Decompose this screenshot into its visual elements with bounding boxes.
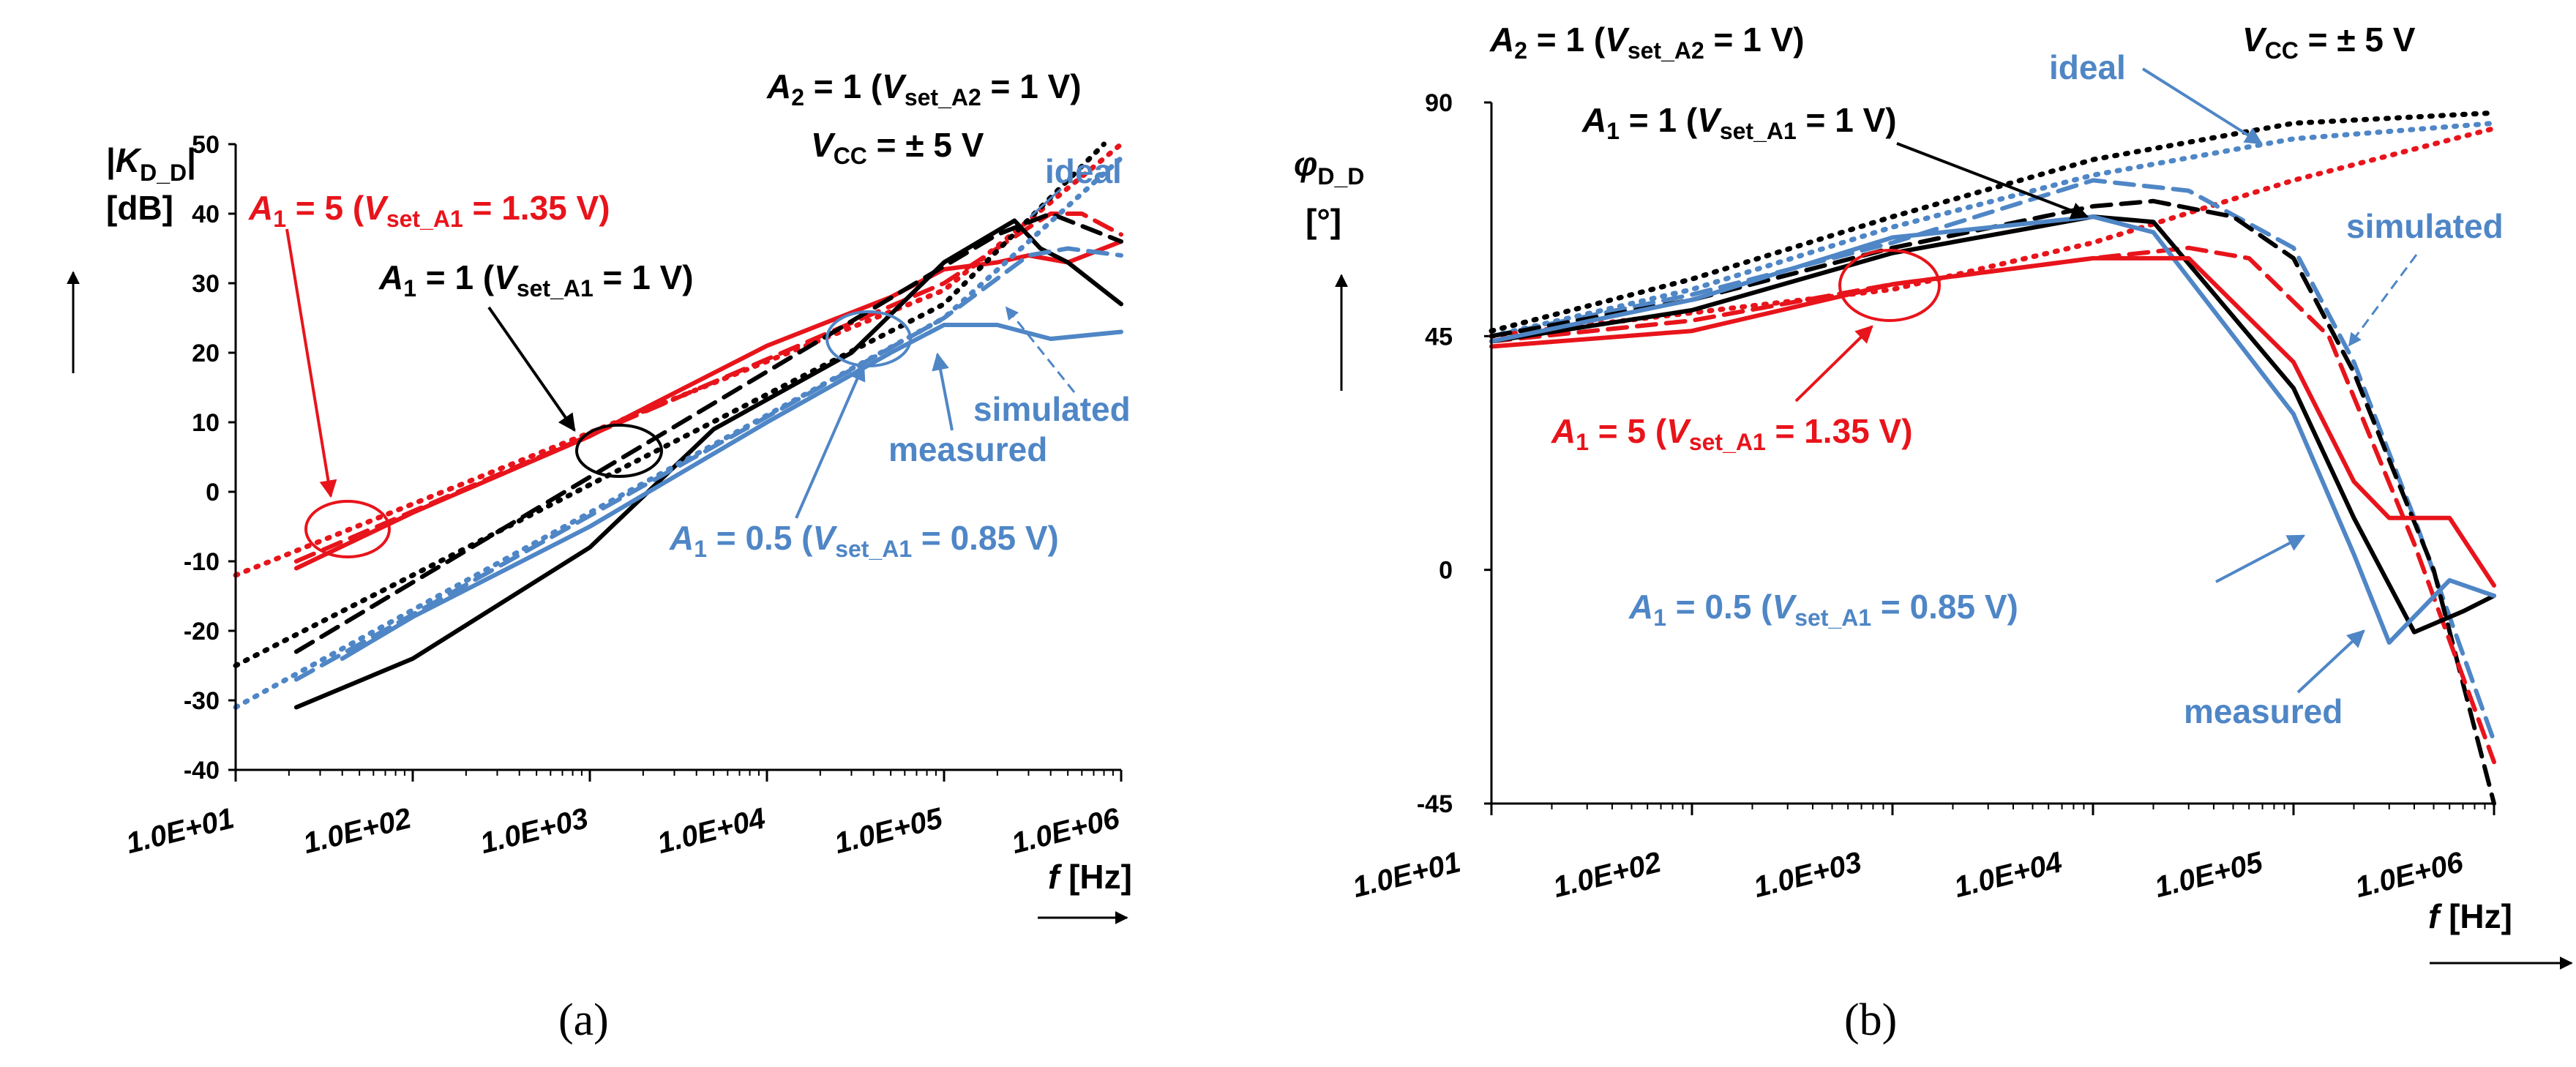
- x-tick-label: 1.0E+03: [1751, 846, 1865, 904]
- y-tick-label: 90: [1425, 89, 1453, 117]
- a1-5-circle: [304, 500, 391, 558]
- a1-1-label: A1 = 1 (Vset_A1 = 1 V): [1581, 101, 1897, 144]
- y-axis-unit: [dB]: [106, 189, 173, 227]
- y-tick-label: 40: [192, 201, 220, 228]
- simulated-label: simulated: [2346, 207, 2504, 245]
- x-tick-label: 1.0E+02: [300, 802, 414, 860]
- measured-label: measured: [2184, 692, 2343, 730]
- measured-pointer: [2296, 629, 2365, 694]
- y-tick-label: 0: [206, 479, 220, 506]
- series-line-7: [293, 246, 1123, 682]
- series-line-7: [1489, 214, 2496, 645]
- x-axis-label: f [Hz]: [2428, 897, 2512, 935]
- x-tick-label: 1.0E+05: [2152, 846, 2266, 904]
- series-line-1: [1489, 120, 2497, 339]
- a1-1-circle: [575, 424, 663, 478]
- panel-label-b: (b): [1844, 995, 1897, 1045]
- y-tick-label: 0: [1439, 557, 1453, 585]
- a1-5-label: A1 = 5 (Vset_A1 = 1.35 V): [248, 189, 610, 232]
- y-axis-label: |KD_D|: [106, 141, 196, 186]
- a1-5-pointer: [285, 228, 337, 498]
- series-line-5: [1489, 245, 2496, 765]
- header-a2-label: A2 = 1 (Vset_A2 = 1 V): [766, 67, 1082, 111]
- ideal-pointer: [2141, 67, 2264, 145]
- ideal-label: ideal: [1045, 152, 1122, 190]
- a1-1-pointer: [487, 306, 576, 432]
- x-tick-label: 1.0E+04: [654, 802, 768, 860]
- a1-1-pointer: [1896, 142, 2089, 220]
- x-tick-label: 1.0E+01: [123, 802, 237, 860]
- y-tick-label: -30: [184, 687, 220, 715]
- x-tick-label: 1.0E+05: [831, 802, 946, 860]
- a1-05-label: A1 = 0.5 (Vset_A1 = 0.85 V): [1628, 588, 2018, 631]
- measured-label: measured: [888, 430, 1047, 468]
- simulated-pointer: [1005, 306, 1076, 393]
- x-tick-label: 1.0E+06: [1008, 802, 1123, 860]
- header-vcc-label: VCC = ± 5 V: [811, 126, 984, 169]
- y-tick-labels: -45 0 45 90: [1417, 89, 1491, 818]
- x-tick-label: 1.0E+04: [1951, 846, 2065, 904]
- series-line-8: [1489, 255, 2496, 588]
- y-tick-label: 20: [192, 340, 220, 367]
- y-tick-label: -45: [1417, 790, 1453, 818]
- ideal-label: ideal: [2049, 48, 2126, 86]
- panel-label-a: (a): [558, 995, 609, 1045]
- y-axis-unit: [°]: [1306, 202, 1341, 240]
- series-line-6: [1489, 214, 2496, 634]
- x-tick-label: 1.0E+06: [2352, 846, 2467, 904]
- y-tick-label: -20: [184, 618, 220, 645]
- y-tick-label: 50: [192, 131, 220, 159]
- y-tick-label: 45: [1425, 323, 1453, 351]
- a1-05-circle: [825, 310, 912, 367]
- x-tick-label: 1.0E+02: [1550, 846, 1664, 904]
- series-line-2: [1489, 126, 2497, 339]
- measured-pointer: [932, 352, 954, 431]
- x-tick-label: 1.0E+03: [477, 802, 591, 860]
- y-tick-label: 30: [192, 270, 220, 298]
- x-tick-labels: 1.0E+01 1.0E+02 1.0E+03 1.0E+04 1.0E+05 1.0E+…: [1349, 804, 2496, 904]
- series-line-0: [233, 141, 1124, 578]
- header-a2-label: A2 = 1 (Vset_A2 = 1 V): [1489, 20, 1805, 64]
- x-axis-label: f [Hz]: [1048, 858, 1132, 896]
- a1-05-label: A1 = 0.5 (Vset_A1 = 0.85 V): [669, 519, 1059, 562]
- simulated-label: simulated: [973, 390, 1131, 428]
- x-tick-labels: 1.0E+01 1.0E+02 1.0E+03 1.0E+04 1.0E+05 1.0E+…: [123, 770, 1123, 860]
- series-line-5: [293, 218, 1123, 710]
- a1-05-pointer: [2215, 534, 2306, 583]
- ideal-pointer: [1029, 187, 1063, 218]
- series-line-0: [1489, 110, 2497, 334]
- a1-1-label: A1 = 1 (Vset_A1 = 1 V): [378, 258, 694, 302]
- header-vcc-label: VCC = ± 5 V: [2242, 20, 2416, 64]
- a1-5-label: A1 = 5 (Vset_A1 = 1.35 V): [1551, 412, 1913, 455]
- series-line-4: [1489, 198, 2496, 806]
- series-line-6: [233, 155, 1124, 710]
- x-tick-label: 1.0E+01: [1349, 846, 1464, 904]
- series-line-8: [340, 323, 1123, 661]
- y-tick-label: -10: [184, 548, 220, 576]
- y-tick-label: 10: [192, 409, 220, 437]
- y-tick-label: -40: [184, 757, 220, 785]
- y-axis-label: φD_D: [1294, 145, 1364, 190]
- a1-5-pointer: [1794, 325, 1873, 403]
- y-tick-labels: -40 -30 -20 -10 0 10 20 30 40 50: [184, 131, 236, 785]
- series-lines: [233, 141, 1124, 710]
- series-lines: [1489, 110, 2497, 806]
- a1-05-pointer: [795, 362, 866, 519]
- simulated-pointer: [2348, 254, 2418, 347]
- series-line-4: [293, 211, 1123, 654]
- a1-5-circle: [1838, 249, 1941, 322]
